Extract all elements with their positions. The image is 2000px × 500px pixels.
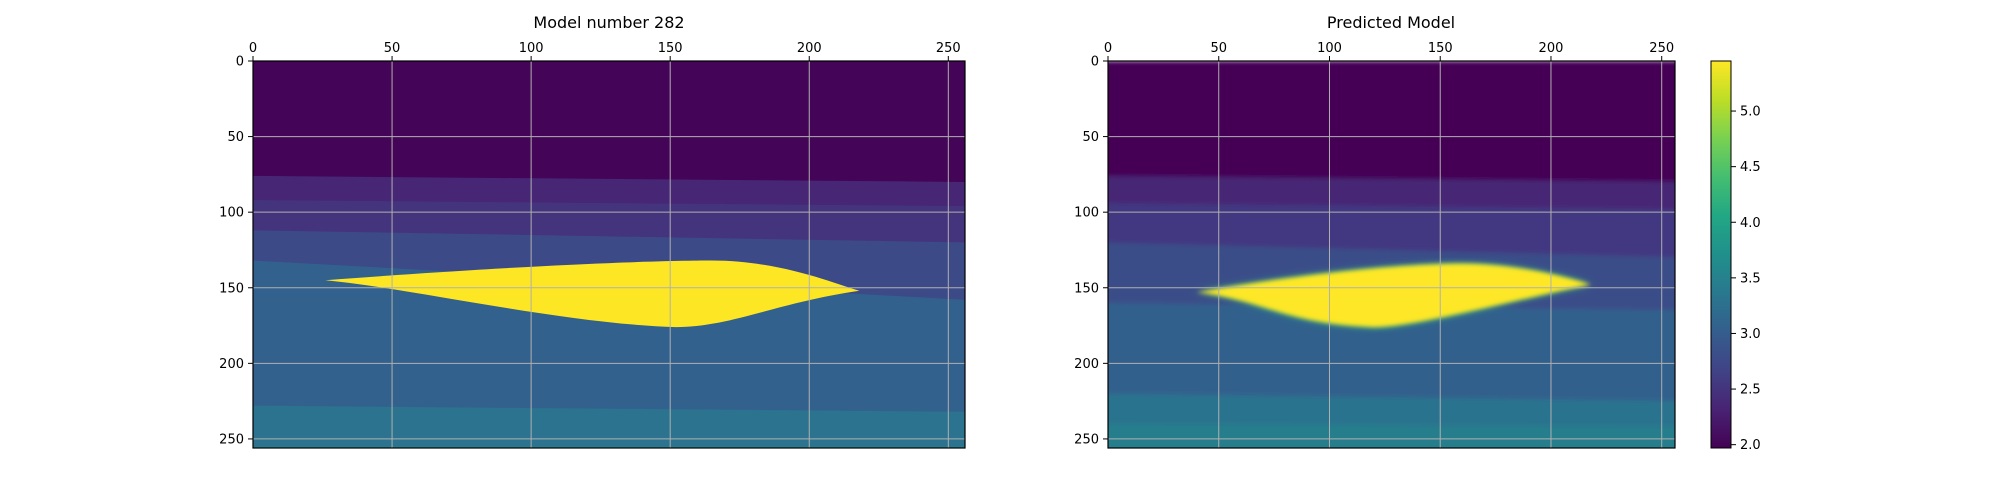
colorbar-tick-label: 4.0 — [1740, 216, 1761, 231]
heatmap-layer-5 — [253, 260, 965, 448]
y-tick-label: 0 — [1091, 55, 1099, 70]
panel-predicted-model: Predicted Model 0 50 100 150 200 250 0 50 100 15… — [1074, 13, 1676, 449]
y-tick-label: 100 — [1074, 206, 1099, 221]
x-axis: 0 50 100 150 200 250 — [1104, 41, 1674, 61]
panel-title: Model number 282 — [533, 13, 684, 32]
high-velocity-body — [325, 260, 860, 328]
colorbar-frame — [1710, 60, 1732, 449]
y-tick-label: 200 — [219, 357, 244, 372]
axes-frame — [252, 60, 966, 449]
x-tick-label: 200 — [797, 41, 822, 56]
y-axis: 0 50 100 150 200 250 — [1074, 55, 1108, 447]
x-tick-label: 50 — [1210, 41, 1227, 56]
colorbar-tick-label: 4.5 — [1740, 160, 1761, 175]
colorbar-tick-label: 2.5 — [1740, 383, 1761, 398]
heatmap-layer-7 — [1108, 423, 1675, 448]
y-tick-label: 0 — [236, 55, 244, 70]
x-tick-label: 150 — [658, 41, 683, 56]
axes-frame — [1107, 60, 1676, 449]
y-tick-label: 250 — [219, 432, 244, 447]
x-tick-label: 250 — [936, 41, 961, 56]
y-tick-label: 50 — [1082, 130, 1099, 145]
panel-title: Predicted Model — [1327, 13, 1455, 32]
y-tick-label: 100 — [219, 206, 244, 221]
x-tick-label: 0 — [1104, 41, 1112, 56]
colorbar-tick-label: 2.0 — [1740, 438, 1761, 453]
colorbar-tick-label: 3.5 — [1740, 271, 1761, 286]
x-axis: 0 50 100 150 200 250 — [249, 41, 961, 61]
colorbar-fill — [1711, 61, 1731, 448]
y-tick-label: 150 — [1074, 281, 1099, 296]
x-tick-label: 150 — [1428, 41, 1453, 56]
y-axis: 0 50 100 150 200 250 — [219, 55, 253, 447]
y-tick-label: 250 — [1074, 432, 1099, 447]
x-tick-label: 100 — [1317, 41, 1342, 56]
colorbar-tick-label: 5.0 — [1740, 105, 1761, 120]
x-tick-label: 100 — [519, 41, 544, 56]
y-tick-label: 200 — [1074, 357, 1099, 372]
y-tick-label: 50 — [227, 130, 244, 145]
colorbar: 2.0 2.5 3.0 3.5 4.0 4.5 5.0 — [1710, 60, 1761, 453]
panel-true-model: Model number 282 0 50 100 150 200 250 0 50 100 1… — [219, 13, 966, 449]
x-tick-label: 200 — [1539, 41, 1564, 56]
high-velocity-body — [1196, 263, 1591, 328]
heatmap-layers — [1108, 61, 1675, 448]
x-tick-label: 0 — [249, 41, 257, 56]
y-tick-label: 150 — [219, 281, 244, 296]
colorbar-ticks: 2.0 2.5 3.0 3.5 4.0 4.5 5.0 — [1731, 105, 1761, 453]
x-tick-label: 50 — [384, 41, 401, 56]
colorbar-tick-label: 3.0 — [1740, 327, 1761, 342]
heatmap-layer-6 — [253, 405, 965, 448]
x-tick-label: 250 — [1649, 41, 1674, 56]
heatmap-layers — [253, 61, 965, 448]
